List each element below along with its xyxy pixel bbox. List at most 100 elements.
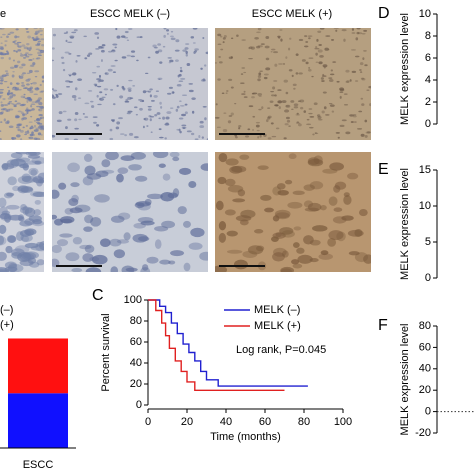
cell [28,49,31,52]
cell [182,49,187,52]
cell [247,245,264,255]
cell [68,73,74,76]
cell [166,29,170,32]
cell [34,199,41,205]
cell [361,77,366,81]
cell [235,215,252,222]
cell [321,75,327,77]
micrograph [215,152,371,272]
cell [91,72,97,74]
cell [56,119,62,123]
cell [230,86,234,89]
cell [17,60,21,64]
cell [168,86,173,89]
cell [39,91,44,93]
cell [274,63,278,67]
cell [359,62,364,66]
cell [95,48,100,50]
cell [9,82,13,85]
cell [175,39,180,43]
cell [317,49,323,53]
cell [157,49,163,53]
cell [109,238,122,247]
cell [3,118,7,122]
bar-segment [8,393,68,448]
cell [39,49,44,54]
cell [184,47,189,50]
cell [67,118,72,121]
cell [318,253,333,260]
cell [7,214,24,221]
cell [0,52,4,56]
image-label: ESCC MELK (–) [90,8,170,20]
y-tick-label: 0 [425,118,431,130]
cell [307,157,320,165]
cell [64,51,70,54]
cell [38,108,41,111]
cell [248,105,254,108]
cell [128,164,142,171]
cell [172,91,175,94]
cell [165,116,170,120]
cell [228,78,233,81]
cell [279,227,294,235]
cell [308,68,312,72]
cell [320,77,324,80]
cell [360,77,365,80]
cell [26,111,29,115]
cell [283,137,287,140]
cell [35,127,40,130]
cell [184,103,188,106]
cell [9,95,14,99]
y-axis-label: MELK expression level [399,324,411,436]
cell [347,172,359,180]
cell [245,135,250,138]
cell [38,114,43,117]
cell [333,28,339,29]
cell [157,43,162,46]
cell [30,104,33,108]
cell [0,36,3,38]
cell [127,87,132,91]
cell [116,35,121,39]
cell [120,133,125,135]
cell [301,59,306,62]
cell [329,162,344,171]
cell [165,122,169,125]
cell [130,50,136,53]
cell [136,36,142,39]
cell [41,80,44,83]
cell [178,117,184,120]
cell [0,28,5,30]
cell [278,106,281,110]
cell [88,90,93,92]
cell [146,125,149,127]
cell [64,137,69,140]
cell [303,184,315,191]
x-tick-label: 80 [298,416,310,428]
cell [272,215,280,222]
cell [257,165,269,170]
cell [363,254,371,264]
cell [32,220,44,227]
cell [312,225,328,232]
cell [333,185,341,193]
cell [179,69,183,73]
cell [141,99,145,102]
cell [5,72,9,75]
cell [226,90,229,92]
cell [57,92,63,96]
cell [70,182,80,188]
cell [52,59,55,62]
cell [15,157,31,162]
cell [22,72,26,75]
cell [307,202,322,212]
cell [163,28,167,30]
micrograph [52,28,208,140]
cell [321,110,325,114]
cell [14,65,19,69]
cell [311,75,314,78]
cell [234,102,237,105]
y-tick-label: 0 [136,399,142,411]
cell [185,50,188,55]
